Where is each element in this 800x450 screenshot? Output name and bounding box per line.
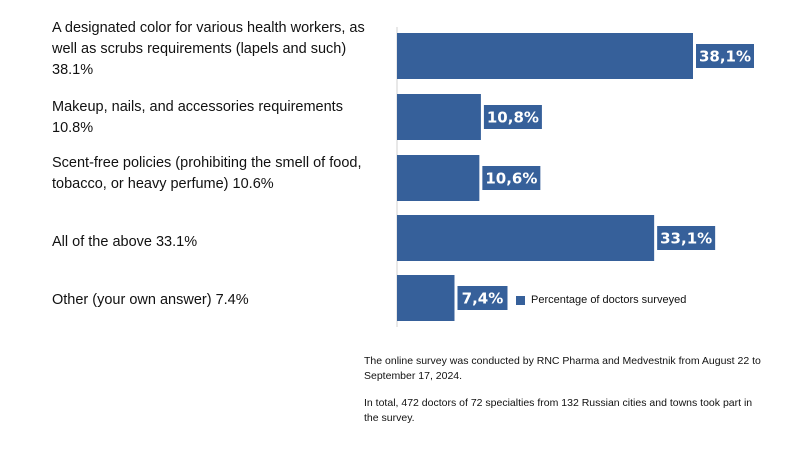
data-label-box-1 — [483, 105, 542, 129]
data-label-box-2 — [482, 166, 541, 190]
legend-swatch — [516, 295, 525, 305]
bar-4 — [397, 275, 455, 321]
data-label-3: 33,1% — [660, 230, 712, 248]
survey-note-1: The online survey was conducted by RNC P… — [364, 355, 761, 382]
bar-2 — [397, 155, 480, 201]
bar-1 — [397, 94, 481, 140]
legend-label: Percentage of doctors surveyed — [531, 294, 687, 306]
category-label-4: Other (your own answer) 7.4% — [52, 292, 249, 308]
bar-0 — [397, 33, 693, 79]
category-label-1: Makeup, nails, and accessories requireme… — [52, 99, 343, 136]
category-label-0: A designated color for various health wo… — [52, 20, 365, 78]
category-label-2: Scent-free policies (prohibiting the sme… — [52, 155, 362, 192]
category-label-3: All of the above 33.1% — [52, 234, 198, 250]
bar-3 — [397, 215, 655, 261]
data-label-box-4 — [457, 286, 508, 310]
data-label-2: 10,6% — [485, 170, 537, 188]
data-label-box-0 — [696, 44, 754, 68]
survey-note-2: In total, 472 doctors of 72 specialties … — [364, 397, 753, 424]
legend: Percentage of doctors surveyed — [516, 294, 686, 306]
data-label-1: 10,8% — [487, 109, 539, 127]
data-label-box-3 — [657, 226, 716, 250]
data-label-4: 7,4% — [462, 290, 504, 308]
data-label-0: 38,1% — [699, 48, 751, 66]
